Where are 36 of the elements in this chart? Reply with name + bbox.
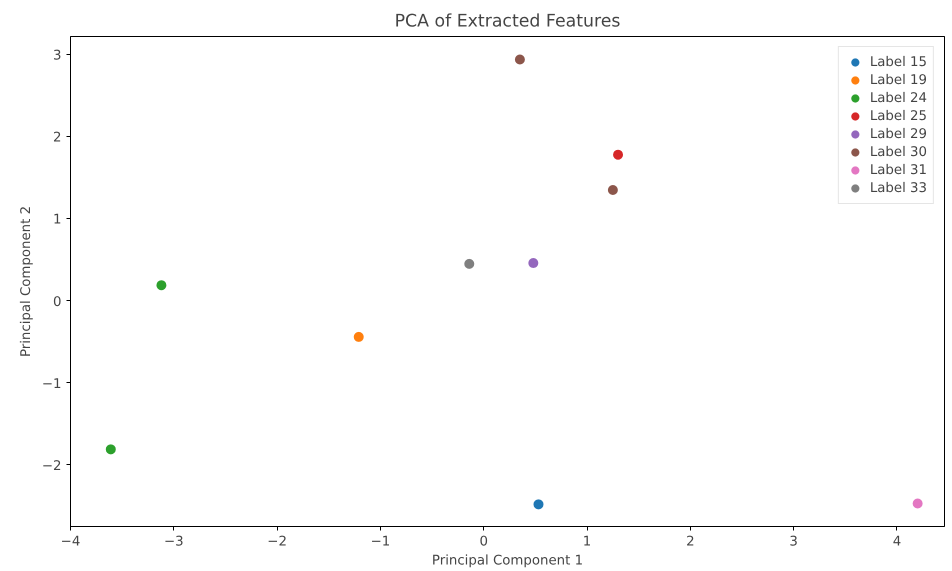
x-tick-label: 2 — [686, 534, 695, 550]
y-tick-label: −2 — [42, 458, 62, 474]
point — [156, 280, 166, 290]
point — [106, 444, 116, 454]
x-tick-label: −4 — [60, 534, 80, 550]
legend-label: Label 19 — [870, 72, 927, 88]
legend-label: Label 31 — [870, 162, 927, 178]
x-tick-label: 0 — [480, 534, 488, 550]
y-axis-title: Principal Component 2 — [18, 206, 34, 358]
point — [528, 258, 538, 268]
x-tick-label: −1 — [370, 534, 390, 550]
legend-label: Label 29 — [870, 126, 927, 142]
point — [464, 258, 474, 269]
x-tick-label: −2 — [267, 534, 287, 550]
y-tick-label: 0 — [53, 294, 62, 310]
x-tick-label: 3 — [789, 534, 798, 550]
legend-label: Label 24 — [870, 90, 927, 106]
point — [354, 332, 364, 342]
legend-label: Label 30 — [870, 144, 927, 160]
chart-title: PCA of Extracted Features — [394, 12, 620, 32]
x-tick-label: 4 — [892, 534, 902, 550]
point — [514, 54, 525, 64]
legend-label: Label 25 — [870, 108, 927, 124]
y-tick-label: −1 — [42, 376, 62, 392]
point — [608, 184, 618, 195]
y-tick-label: 3 — [53, 48, 62, 64]
legend-label: Label 33 — [870, 180, 927, 196]
y-tick-label: 1 — [53, 212, 62, 228]
x-axis-title: Principal Component 1 — [432, 554, 584, 568]
y-tick-label: 2 — [53, 130, 62, 146]
point — [912, 498, 923, 509]
x-tick-label: −3 — [164, 534, 184, 550]
point — [613, 150, 624, 160]
legend-label: Label 15 — [870, 54, 927, 70]
point — [533, 499, 544, 510]
x-tick-label: 1 — [582, 534, 592, 550]
